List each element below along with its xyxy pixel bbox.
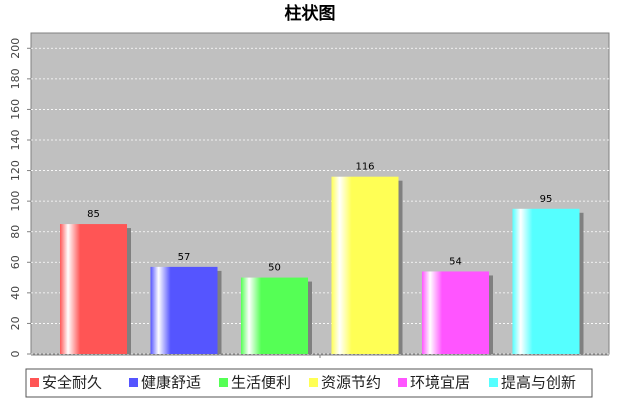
- y-tick-label: 140: [9, 130, 22, 151]
- chart-title: 柱状图: [285, 3, 336, 24]
- legend-label: 提高与创新: [501, 374, 576, 392]
- y-tick-label: 40: [9, 286, 22, 300]
- data-label: 57: [178, 252, 191, 263]
- bar: [241, 277, 308, 354]
- bar: [60, 224, 127, 354]
- legend-label: 环境宜居: [410, 374, 470, 392]
- y-tick-label: 100: [9, 191, 22, 212]
- data-label: 54: [449, 256, 462, 267]
- legend-swatch: [309, 378, 318, 387]
- bar: [422, 271, 489, 354]
- legend-label: 资源节约: [321, 374, 381, 392]
- y-tick-label: 60: [9, 255, 22, 269]
- data-label: 95: [540, 194, 553, 205]
- y-tick-label: 80: [9, 225, 22, 239]
- y-tick-label: 180: [9, 68, 22, 89]
- y-tick-label: 160: [9, 99, 22, 120]
- legend-swatch: [219, 378, 228, 387]
- bar: [150, 266, 218, 354]
- y-tick-label: 0: [9, 351, 22, 358]
- legend-swatch: [30, 378, 39, 387]
- bar: [331, 176, 399, 354]
- y-tick-label: 20: [9, 316, 22, 330]
- legend-swatch: [398, 378, 407, 387]
- y-tick-label: 120: [9, 160, 22, 181]
- legend-label: 生活便利: [231, 374, 291, 392]
- data-label: 50: [268, 263, 281, 274]
- legend-label: 健康舒适: [141, 374, 201, 392]
- bar: [512, 208, 580, 354]
- legend-label: 安全耐久: [42, 374, 102, 392]
- legend-swatch: [129, 378, 138, 387]
- legend-swatch: [489, 378, 498, 387]
- data-label: 85: [87, 209, 100, 220]
- data-label: 116: [355, 162, 374, 173]
- y-tick-label: 200: [9, 38, 22, 59]
